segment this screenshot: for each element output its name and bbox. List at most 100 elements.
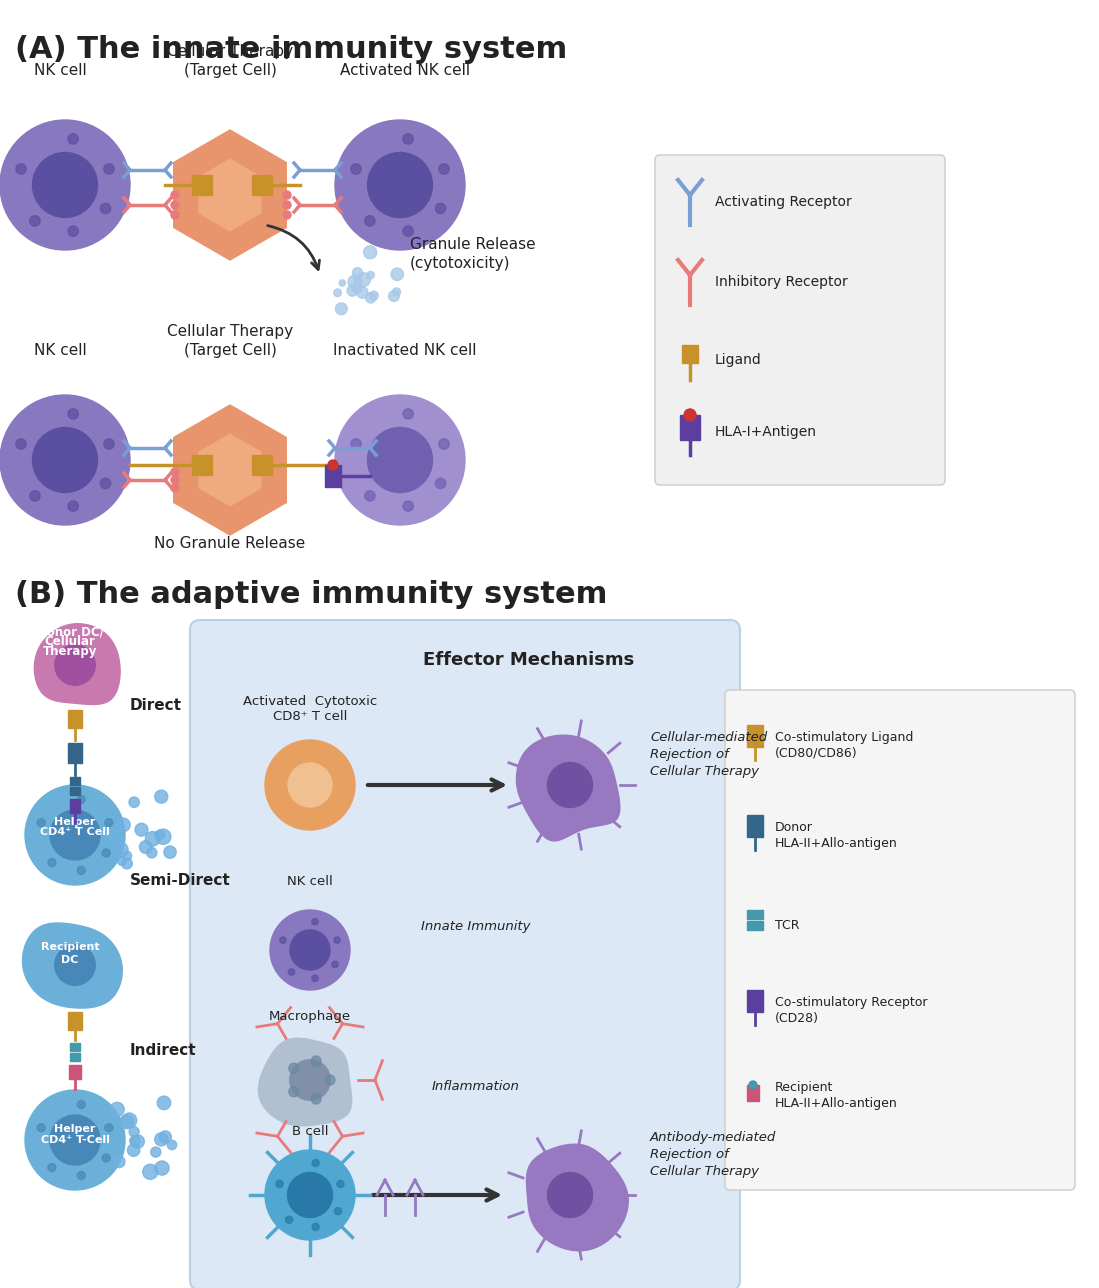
Circle shape <box>48 859 56 867</box>
Polygon shape <box>258 1038 352 1126</box>
Circle shape <box>352 283 362 294</box>
Circle shape <box>288 969 295 975</box>
Bar <box>68 1012 82 1030</box>
Text: Semi-Direct: Semi-Direct <box>130 873 231 887</box>
Polygon shape <box>517 735 620 841</box>
Circle shape <box>265 1150 355 1240</box>
Circle shape <box>116 818 130 832</box>
Text: B cell: B cell <box>291 1124 329 1139</box>
Circle shape <box>104 1123 113 1132</box>
Circle shape <box>130 1136 140 1146</box>
Circle shape <box>340 279 345 286</box>
Text: Direct: Direct <box>130 698 182 714</box>
Bar <box>68 710 82 728</box>
Circle shape <box>156 829 171 845</box>
Polygon shape <box>174 130 287 260</box>
Text: Donor DC/: Donor DC/ <box>36 625 103 638</box>
Circle shape <box>140 841 152 854</box>
Circle shape <box>151 1148 160 1157</box>
Circle shape <box>77 1172 86 1180</box>
Circle shape <box>335 303 347 314</box>
Circle shape <box>110 1103 124 1117</box>
Circle shape <box>367 152 433 218</box>
Bar <box>747 815 763 837</box>
Circle shape <box>288 1172 333 1217</box>
Circle shape <box>312 1224 319 1230</box>
Text: HLA-I+Antigen: HLA-I+Antigen <box>715 425 817 439</box>
Circle shape <box>68 134 78 144</box>
Circle shape <box>112 842 129 858</box>
Circle shape <box>403 408 413 419</box>
Circle shape <box>369 291 378 300</box>
Circle shape <box>328 460 338 470</box>
Circle shape <box>435 204 446 214</box>
Circle shape <box>325 1075 335 1084</box>
Text: Recipient: Recipient <box>41 942 99 952</box>
Circle shape <box>155 829 165 840</box>
Circle shape <box>122 851 132 860</box>
Polygon shape <box>174 404 287 535</box>
Bar <box>70 1043 80 1051</box>
Text: Antibody-mediated
Rejection of
Cellular Therapy: Antibody-mediated Rejection of Cellular … <box>650 1131 776 1179</box>
Circle shape <box>108 828 122 844</box>
Circle shape <box>48 1163 56 1172</box>
Circle shape <box>100 478 111 488</box>
Circle shape <box>68 501 78 511</box>
Circle shape <box>288 762 332 808</box>
Bar <box>192 455 212 475</box>
Circle shape <box>351 164 362 174</box>
Text: Innate Immunity: Innate Immunity <box>421 920 531 933</box>
Text: Activating Receptor: Activating Receptor <box>715 194 852 209</box>
Bar <box>68 743 82 762</box>
Circle shape <box>104 819 113 827</box>
Circle shape <box>122 1113 136 1128</box>
Bar <box>747 990 763 1012</box>
Circle shape <box>157 1096 170 1110</box>
Text: Granule Release
(cytotoxicity): Granule Release (cytotoxicity) <box>410 237 535 270</box>
Circle shape <box>55 945 96 985</box>
Text: Cellular Therapy
(Target Cell): Cellular Therapy (Target Cell) <box>167 325 293 358</box>
Circle shape <box>146 848 157 858</box>
Circle shape <box>351 439 362 450</box>
Bar <box>747 725 763 747</box>
Circle shape <box>391 268 403 281</box>
Circle shape <box>15 439 26 450</box>
Bar <box>69 1065 81 1079</box>
Circle shape <box>25 784 125 885</box>
Circle shape <box>332 961 338 967</box>
Circle shape <box>155 1133 168 1146</box>
Bar <box>747 921 763 930</box>
Circle shape <box>55 645 96 685</box>
Circle shape <box>0 120 130 250</box>
Circle shape <box>77 1100 86 1109</box>
Circle shape <box>348 276 362 289</box>
Circle shape <box>102 1154 110 1162</box>
Circle shape <box>15 164 26 174</box>
FancyBboxPatch shape <box>725 690 1075 1190</box>
Text: DC: DC <box>62 954 79 965</box>
Circle shape <box>171 484 179 492</box>
Circle shape <box>164 846 176 858</box>
Bar <box>682 345 698 363</box>
Circle shape <box>122 858 132 869</box>
Circle shape <box>290 1060 331 1100</box>
Circle shape <box>365 491 375 501</box>
Circle shape <box>284 191 291 200</box>
Bar <box>747 1084 759 1101</box>
Circle shape <box>103 439 114 450</box>
Circle shape <box>284 201 291 209</box>
Bar <box>70 799 80 813</box>
Circle shape <box>403 134 413 144</box>
Circle shape <box>0 395 130 526</box>
Circle shape <box>547 762 592 808</box>
Circle shape <box>311 1056 321 1066</box>
Bar <box>70 1054 80 1061</box>
Circle shape <box>37 819 45 827</box>
Circle shape <box>155 790 168 804</box>
Text: Activated NK cell: Activated NK cell <box>340 63 470 79</box>
Circle shape <box>135 823 148 836</box>
Circle shape <box>439 439 449 450</box>
Text: Inhibitory Receptor: Inhibitory Receptor <box>715 276 847 289</box>
Text: Cellular-mediated
Rejection of
Cellular Therapy: Cellular-mediated Rejection of Cellular … <box>650 732 767 778</box>
Circle shape <box>286 1216 292 1224</box>
